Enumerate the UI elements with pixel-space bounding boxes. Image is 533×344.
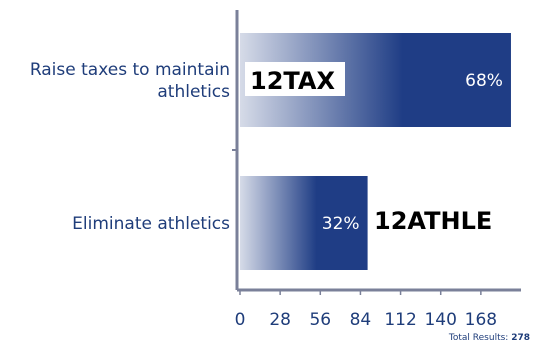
category-label-1-line-2: athletics xyxy=(157,82,230,102)
data-label-2: 32% xyxy=(322,214,360,234)
x-tick-label-6: 140 xyxy=(424,310,456,330)
category-label-1-line-1: Raise taxes to maintain xyxy=(30,60,230,80)
x-tick-label-1: 0 xyxy=(235,310,246,330)
code-label-1: 12TAX xyxy=(250,67,335,95)
x-tick-label-2: 28 xyxy=(269,310,291,330)
code-label-box-1 xyxy=(245,62,345,96)
x-tick-label-3: 56 xyxy=(309,310,331,330)
code-label-2: 12ATHLE xyxy=(374,207,492,235)
x-tick-label-4: 84 xyxy=(350,310,372,330)
x-tick-label-5: 112 xyxy=(384,310,416,330)
x-tick-label-7: 168 xyxy=(465,310,497,330)
total-results: Total Results: 278 xyxy=(448,333,530,343)
data-label-1: 68% xyxy=(465,71,503,91)
category-label-2-line-1: Eliminate athletics xyxy=(72,214,230,234)
bar-2 xyxy=(240,176,368,270)
